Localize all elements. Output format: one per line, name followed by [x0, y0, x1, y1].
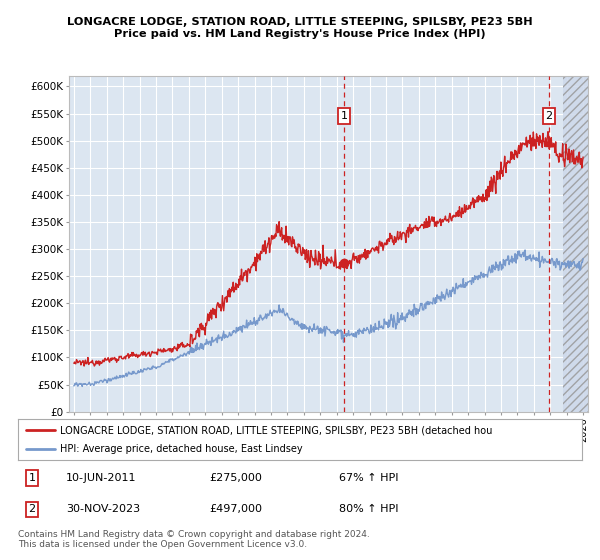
Text: 67% ↑ HPI: 67% ↑ HPI — [340, 473, 399, 483]
Text: 2: 2 — [545, 111, 553, 122]
Text: Price paid vs. HM Land Registry's House Price Index (HPI): Price paid vs. HM Land Registry's House … — [114, 29, 486, 39]
Text: LONGACRE LODGE, STATION ROAD, LITTLE STEEPING, SPILSBY, PE23 5BH (detached hou: LONGACRE LODGE, STATION ROAD, LITTLE STE… — [60, 426, 493, 436]
Text: 1: 1 — [340, 111, 347, 122]
Text: 10-JUN-2011: 10-JUN-2011 — [66, 473, 136, 483]
Text: 80% ↑ HPI: 80% ↑ HPI — [340, 505, 399, 515]
Bar — [563, 76, 600, 412]
Text: LONGACRE LODGE, STATION ROAD, LITTLE STEEPING, SPILSBY, PE23 5BH: LONGACRE LODGE, STATION ROAD, LITTLE STE… — [67, 17, 533, 27]
Text: £497,000: £497,000 — [210, 505, 263, 515]
Text: 30-NOV-2023: 30-NOV-2023 — [66, 505, 140, 515]
Text: HPI: Average price, detached house, East Lindsey: HPI: Average price, detached house, East… — [60, 444, 303, 454]
Text: £275,000: £275,000 — [210, 473, 263, 483]
Text: 2: 2 — [29, 505, 35, 515]
Text: 1: 1 — [29, 473, 35, 483]
Text: Contains HM Land Registry data © Crown copyright and database right 2024.
This d: Contains HM Land Registry data © Crown c… — [18, 530, 370, 549]
